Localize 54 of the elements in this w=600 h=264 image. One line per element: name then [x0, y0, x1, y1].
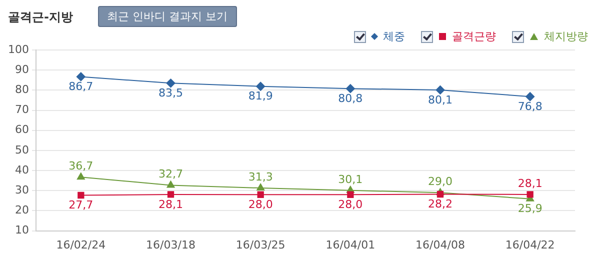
point: [167, 191, 174, 198]
x-tick-label: 16/04/01: [326, 238, 376, 252]
data-label: 83,5: [158, 86, 183, 100]
point: [76, 172, 85, 180]
data-label: 28,1: [158, 198, 183, 211]
text: 최근 인바디 결과지 보기: [98, 6, 236, 27]
legend-label: 체지방량: [544, 29, 588, 44]
data-label: 80,8: [338, 92, 363, 105]
y-tick-label: 20: [14, 204, 29, 217]
point: [166, 78, 176, 88]
data-label: 29,0: [428, 174, 452, 188]
point: [526, 191, 534, 198]
data-label: 28,0: [248, 198, 273, 211]
x-tick-label: 16/04/08: [416, 238, 465, 252]
x-tick-label: 16/04/22: [505, 238, 555, 252]
point: [347, 191, 354, 198]
y-tick-label: 40: [14, 163, 29, 176]
point: [76, 72, 86, 82]
x-tick-label: 16/02/24: [56, 238, 106, 252]
data-label: 80,1: [428, 93, 452, 106]
x-tick-label: 16/03/18: [146, 238, 196, 252]
y-tick-label: 50: [14, 143, 29, 156]
y-tick-label: 60: [14, 123, 29, 136]
x-tick-label: 16/03/25: [236, 238, 286, 252]
point: [257, 191, 264, 198]
data-label: 28,0: [338, 198, 363, 211]
point: [436, 85, 445, 94]
y-tick-label: 70: [14, 103, 29, 116]
legend-label: 체중: [383, 29, 405, 44]
data-label: 81,9: [248, 90, 273, 103]
point: [166, 180, 175, 188]
data-label: 25,9: [518, 202, 542, 216]
point: [256, 82, 266, 91]
data-label: 28,2: [428, 198, 452, 211]
point: [346, 84, 355, 94]
y-tick-label: 30: [14, 183, 29, 196]
data-label: 86,7: [68, 80, 94, 94]
y-tick-label: 80: [14, 83, 29, 96]
y-tick-label: 100: [8, 42, 29, 56]
data-label: 36,7: [68, 160, 94, 173]
y-tick-label: 10: [14, 224, 29, 237]
point: [526, 92, 535, 102]
data-label: 30,1: [338, 172, 363, 186]
point: [256, 184, 265, 191]
y-tick-label: 90: [14, 62, 29, 76]
point: [78, 192, 84, 199]
data-label: 28,1: [518, 176, 542, 190]
data-label: 32,7: [158, 168, 183, 181]
data-label: 27,7: [68, 198, 94, 212]
legend-label: 골격근량: [452, 29, 496, 44]
data-label: 76,8: [518, 100, 542, 113]
chart-title: 골격근-지방: [8, 9, 73, 26]
point: [436, 190, 444, 198]
data-label: 31,3: [248, 170, 273, 184]
